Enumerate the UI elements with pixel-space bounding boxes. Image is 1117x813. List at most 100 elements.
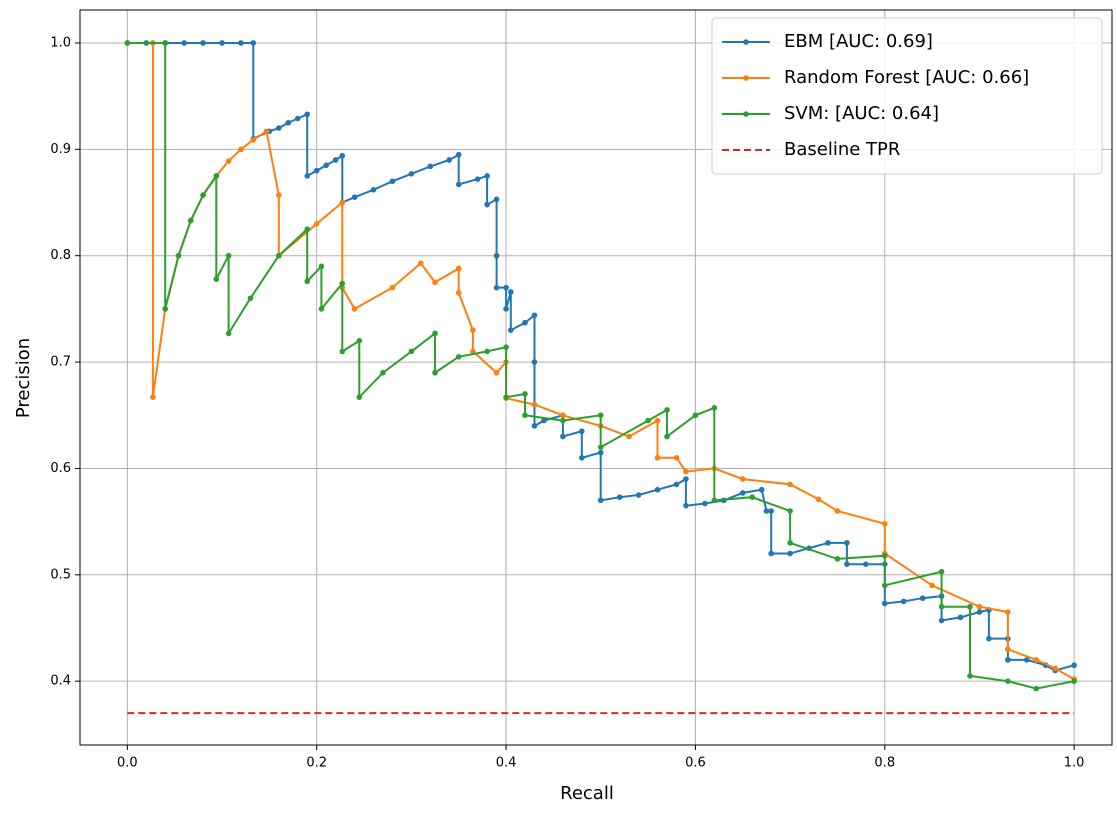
point bbox=[304, 278, 311, 285]
point bbox=[250, 40, 257, 46]
point bbox=[597, 449, 604, 456]
point bbox=[351, 306, 358, 312]
point bbox=[446, 157, 453, 163]
point bbox=[408, 348, 415, 355]
y-tick-label: 0.4 bbox=[50, 674, 71, 689]
point bbox=[919, 595, 926, 602]
y-axis-label: Precision bbox=[13, 338, 34, 418]
point bbox=[1052, 665, 1058, 672]
point bbox=[276, 252, 282, 259]
point bbox=[356, 394, 363, 400]
point bbox=[1023, 657, 1030, 663]
point bbox=[763, 508, 770, 514]
point bbox=[455, 151, 462, 158]
point bbox=[1033, 685, 1040, 692]
point bbox=[711, 405, 718, 411]
point bbox=[1071, 678, 1077, 684]
x-tick-label: 1.0 bbox=[1064, 756, 1085, 771]
point bbox=[900, 598, 907, 605]
point bbox=[986, 635, 992, 642]
point bbox=[484, 348, 490, 355]
x-tick-label: 0.4 bbox=[496, 756, 517, 771]
point bbox=[200, 40, 206, 46]
point bbox=[1071, 662, 1077, 669]
point bbox=[626, 433, 632, 440]
point bbox=[844, 540, 850, 546]
point bbox=[339, 280, 346, 287]
point bbox=[503, 306, 509, 312]
point bbox=[825, 540, 831, 546]
point bbox=[484, 201, 490, 208]
point bbox=[531, 401, 538, 408]
point bbox=[187, 217, 194, 224]
x-axis-label: Recall bbox=[560, 783, 614, 804]
point bbox=[470, 327, 476, 333]
point bbox=[768, 508, 774, 514]
point bbox=[976, 609, 983, 615]
point bbox=[493, 252, 500, 259]
legend-label: SVM: [AUC: 0.64] bbox=[784, 103, 939, 124]
point bbox=[200, 192, 206, 198]
point bbox=[597, 497, 604, 504]
point bbox=[739, 476, 746, 482]
point bbox=[815, 496, 822, 503]
y-tick-label: 0.5 bbox=[50, 567, 71, 582]
point bbox=[162, 40, 169, 46]
legend-label: Baseline TPR bbox=[784, 139, 900, 160]
point bbox=[1005, 609, 1011, 615]
point bbox=[432, 279, 438, 286]
point bbox=[938, 617, 945, 624]
legend-box bbox=[711, 17, 1103, 175]
point bbox=[881, 520, 888, 527]
point bbox=[929, 582, 935, 589]
point bbox=[654, 417, 661, 424]
y-tick-label: 0.7 bbox=[50, 355, 71, 370]
point bbox=[967, 603, 973, 610]
point bbox=[225, 158, 232, 164]
point bbox=[881, 582, 888, 589]
point bbox=[304, 111, 311, 118]
point bbox=[150, 394, 156, 400]
point bbox=[455, 181, 462, 188]
point bbox=[493, 196, 500, 203]
point bbox=[683, 502, 689, 509]
point bbox=[285, 119, 292, 126]
point bbox=[938, 603, 945, 610]
point bbox=[711, 497, 718, 504]
point bbox=[683, 476, 689, 482]
point bbox=[503, 284, 509, 291]
point bbox=[787, 550, 793, 557]
point bbox=[332, 157, 339, 163]
point bbox=[339, 199, 346, 206]
point bbox=[673, 455, 680, 461]
point bbox=[493, 369, 500, 376]
point bbox=[304, 173, 311, 179]
x-tick-label: 0.8 bbox=[874, 756, 895, 771]
point bbox=[507, 327, 514, 333]
point bbox=[938, 568, 945, 575]
legend-marker bbox=[743, 39, 749, 45]
point bbox=[294, 115, 301, 122]
point bbox=[408, 171, 415, 177]
point bbox=[175, 252, 182, 259]
point bbox=[967, 673, 973, 679]
x-tick-label: 0.6 bbox=[685, 756, 706, 771]
point bbox=[356, 338, 363, 344]
point bbox=[664, 433, 670, 440]
point bbox=[323, 162, 329, 169]
point bbox=[560, 417, 566, 424]
point bbox=[522, 391, 528, 397]
point bbox=[339, 348, 346, 355]
point bbox=[503, 344, 509, 350]
y-tick-label: 1.0 bbox=[50, 35, 71, 50]
point bbox=[673, 481, 680, 488]
point bbox=[531, 359, 538, 365]
legend-marker bbox=[743, 75, 749, 81]
point bbox=[250, 136, 257, 143]
point bbox=[455, 290, 462, 296]
point bbox=[957, 614, 964, 621]
point bbox=[276, 125, 282, 131]
point bbox=[276, 192, 282, 198]
point bbox=[318, 306, 325, 312]
point bbox=[247, 295, 254, 302]
